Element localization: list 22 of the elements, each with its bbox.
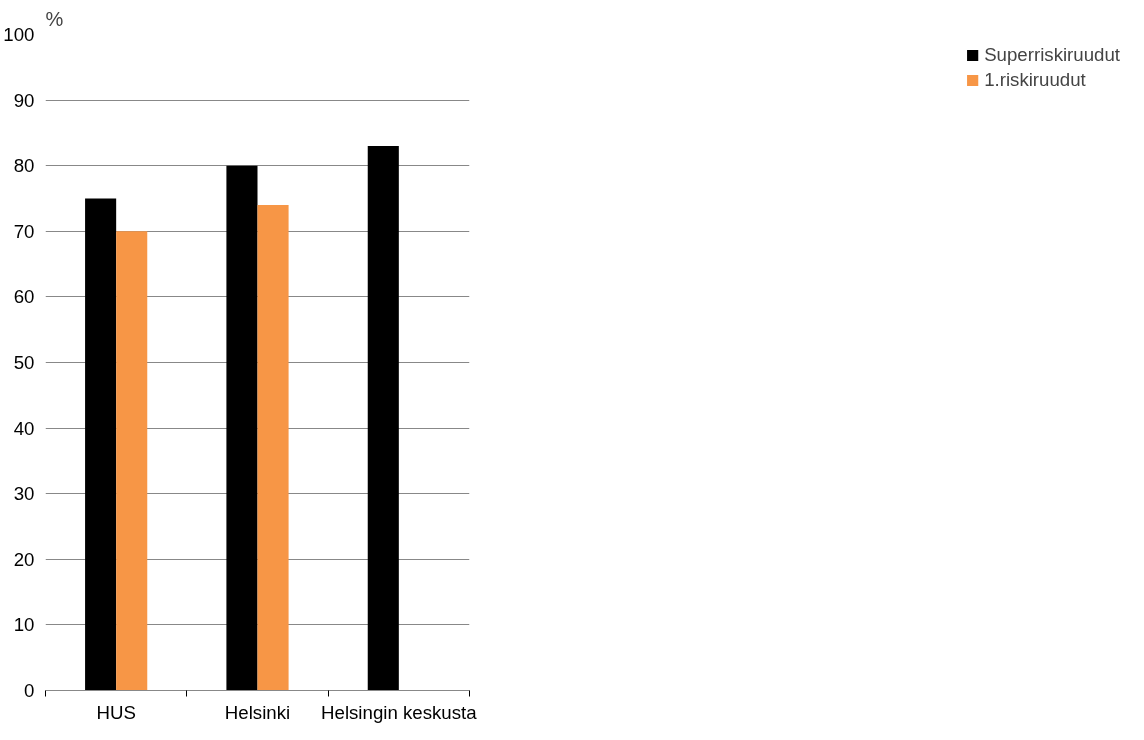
y-tick-label: 90 <box>13 89 35 111</box>
y-tick-label: 0 <box>24 680 35 701</box>
legend-label: Superriskiruudut <box>984 44 1120 66</box>
y-tick-label: 70 <box>13 220 35 242</box>
x-tick-label: Helsingin keskusta <box>321 701 478 723</box>
bar <box>85 198 117 691</box>
bar <box>367 146 399 691</box>
y-tick-label: 50 <box>13 352 35 373</box>
y-tick-label: 100 <box>3 24 35 45</box>
x-tick-label: Helsinki <box>224 701 291 723</box>
y-tick-label: 10 <box>13 614 35 636</box>
y-axis-title: % <box>45 7 64 30</box>
bar <box>226 165 258 691</box>
y-tick-label: 60 <box>13 286 35 308</box>
y-tick-label: 80 <box>13 155 35 177</box>
legend-label: 1.riskiruudut <box>984 69 1086 91</box>
y-tick-label: 40 <box>13 417 35 439</box>
y-tick-label: 20 <box>13 548 35 570</box>
y-tick-label: 30 <box>13 483 35 505</box>
bar <box>116 231 148 691</box>
bar <box>257 205 289 691</box>
x-tick-label: HUS <box>96 701 136 723</box>
